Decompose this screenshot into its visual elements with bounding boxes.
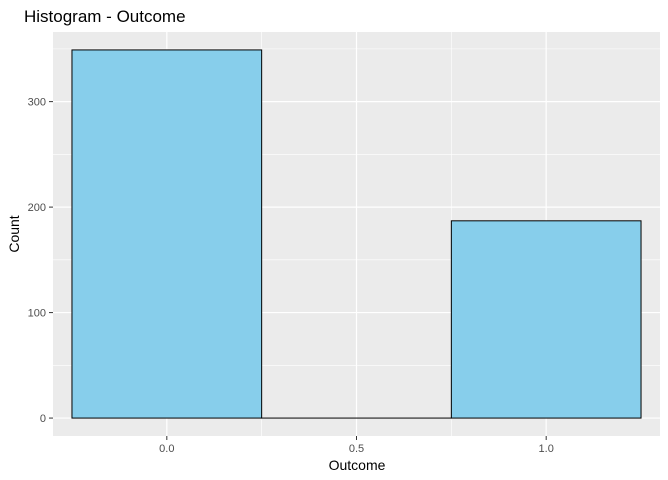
chart-title: Histogram - Outcome (24, 7, 186, 26)
y-tick-label: 0 (40, 413, 46, 425)
y-axis: 0 100 200 300 (28, 97, 53, 425)
x-tick-label: 1.0 (539, 443, 554, 455)
x-axis: 0.0 0.5 1.0 (159, 436, 554, 455)
y-tick-label: 300 (28, 97, 46, 109)
histogram-bar-2 (450, 220, 642, 419)
y-axis-title: Count (6, 215, 22, 252)
histogram-bar-0 (71, 49, 263, 419)
x-tick-label: 0.0 (159, 443, 174, 455)
y-tick-label: 200 (28, 202, 46, 214)
x-axis-title: Outcome (329, 457, 386, 473)
y-tick-label: 100 (28, 308, 46, 320)
histogram-bars (71, 49, 642, 419)
x-tick-label: 0.5 (349, 443, 364, 455)
